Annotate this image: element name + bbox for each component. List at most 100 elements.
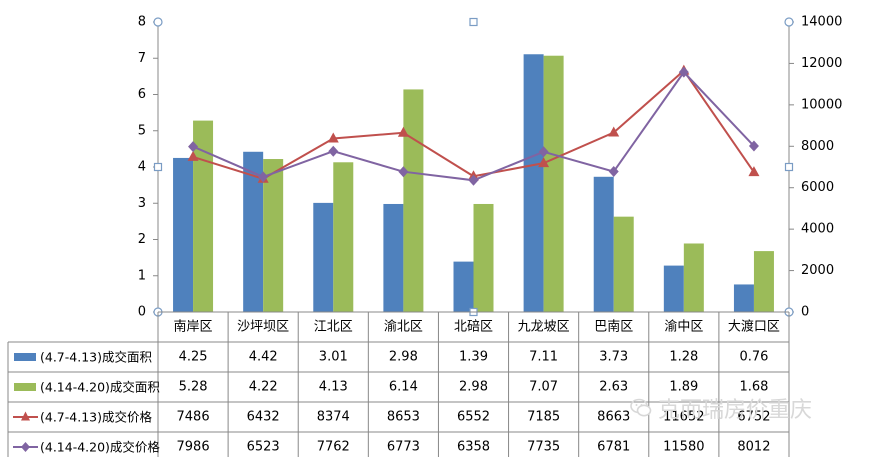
table-cell-value: 6.14 xyxy=(389,380,418,395)
bar-series-2 xyxy=(263,159,284,312)
table-cell-value: 4.42 xyxy=(249,350,278,365)
right-tick-label: 0 xyxy=(801,305,809,320)
series-name: (4.7-4.13)成交价格 xyxy=(40,410,152,425)
left-tick-label: 4 xyxy=(138,160,146,175)
diamond-marker xyxy=(538,146,549,158)
category-label: 九龙坡区 xyxy=(518,320,570,335)
table-cell-value: 4.13 xyxy=(319,380,348,395)
corner-resize-handle[interactable] xyxy=(784,17,794,27)
edge-resize-handle[interactable] xyxy=(153,162,163,172)
triangle-marker xyxy=(538,157,550,168)
category-label: 渝中区 xyxy=(664,319,703,335)
category-label: 北碚区 xyxy=(454,320,493,335)
table-cell-value: 8653 xyxy=(387,410,420,425)
table-cell-value: 5.28 xyxy=(179,380,208,395)
left-tick-label: 8 xyxy=(138,15,146,30)
table-cell-value: 6523 xyxy=(247,440,280,455)
diamond-marker xyxy=(748,140,759,152)
right-tick-label: 8000 xyxy=(801,139,834,154)
selection-handles[interactable] xyxy=(153,17,794,317)
table-cell-value: 0.76 xyxy=(739,350,768,365)
legend-diamond-marker xyxy=(21,442,30,452)
right-tick-label: 12000 xyxy=(801,56,842,71)
bar-series-2 xyxy=(193,120,214,312)
table-cell-value: 2.98 xyxy=(389,350,418,365)
table-cell-value: 11652 xyxy=(663,410,704,425)
table-cell-value: 1.89 xyxy=(669,380,698,395)
table-cell-value: 4.22 xyxy=(249,380,278,395)
bar-series-1 xyxy=(383,203,404,312)
bar-series-2 xyxy=(473,203,494,312)
diamond-marker xyxy=(468,174,479,186)
bar-series-2 xyxy=(613,216,634,312)
table-cell-value: 1.68 xyxy=(739,380,768,395)
category-label: 江北区 xyxy=(314,320,353,335)
wechat-icon xyxy=(630,398,652,417)
bar-series-1 xyxy=(453,261,474,312)
table-cell-value: 7986 xyxy=(177,440,210,455)
table-cell-value: 6773 xyxy=(387,440,420,455)
table-cell-value: 6552 xyxy=(457,410,490,425)
table-cell-value: 2.98 xyxy=(459,380,488,395)
edge-resize-handle[interactable] xyxy=(469,17,478,27)
bar-series-2 xyxy=(683,243,704,312)
right-tick-label: 6000 xyxy=(801,180,834,195)
triangle-marker xyxy=(187,150,199,161)
triangle-marker xyxy=(748,166,760,177)
legend-key-bar xyxy=(14,353,36,361)
right-tick-label: 2000 xyxy=(801,263,834,278)
table-cell-value: 6358 xyxy=(457,440,490,455)
category-label: 南岸区 xyxy=(174,319,213,335)
table-cell-value: 7486 xyxy=(177,410,210,425)
bar-series-1 xyxy=(173,157,194,312)
lines xyxy=(187,64,760,186)
data-table: 南岸区 沙坪坝区 江北区 渝北区 北碚区 九龙坡区 巴南区 渝中区 大渡口区 (4.7-4.13)… xyxy=(7,311,790,457)
right-tick-label: 10000 xyxy=(801,97,842,112)
bar-series-2 xyxy=(403,89,424,312)
table-cell-value: 1.39 xyxy=(459,350,488,365)
bar-series-1 xyxy=(313,202,334,312)
diamond-marker xyxy=(398,166,409,178)
legend-key-bar xyxy=(14,383,36,391)
bar-series-2 xyxy=(753,251,774,312)
table-cell-value: 8374 xyxy=(317,410,350,425)
watermark-text: 克而瑞房价重庆 xyxy=(658,398,813,423)
table-cell-value: 3.73 xyxy=(599,350,628,365)
watermark: 克而瑞房价重庆 xyxy=(630,391,870,425)
left-tick-label: 7 xyxy=(138,51,146,66)
left-tick-label: 1 xyxy=(138,268,146,283)
left-tick-label: 6 xyxy=(138,87,146,102)
table-cell-value: 1.28 xyxy=(669,350,698,365)
category-label: 大渡口区 xyxy=(728,319,780,335)
table-cell-value: 6752 xyxy=(737,410,770,425)
table-cell-value: 8012 xyxy=(737,440,770,455)
left-tick-label: 2 xyxy=(138,232,146,247)
table-cell-value: 3.01 xyxy=(319,350,348,365)
table-cell-value: 7762 xyxy=(317,440,350,455)
right-tick-label: 4000 xyxy=(801,222,834,237)
right-tick-label: 14000 xyxy=(801,15,842,30)
category-label: 巴南区 xyxy=(594,319,633,335)
edge-resize-handle[interactable] xyxy=(784,162,794,172)
corner-resize-handle[interactable] xyxy=(153,17,163,27)
triangle-marker xyxy=(327,132,339,143)
table-cell-value: 7.07 xyxy=(529,380,558,395)
table-cell-value: 11580 xyxy=(663,440,704,455)
bar-series-2 xyxy=(333,162,354,312)
category-label: 渝北区 xyxy=(384,319,423,335)
diamond-marker xyxy=(328,145,339,157)
series-name: (4.7-4.13)成交面积 xyxy=(40,350,152,365)
diamond-marker xyxy=(678,66,689,78)
table-cell-value: 6432 xyxy=(247,410,280,425)
series-name: (4.14-4.20)成交价格 xyxy=(40,440,160,455)
table-cell-value: 4.25 xyxy=(179,350,208,365)
bar-series-2 xyxy=(543,55,564,313)
bars xyxy=(173,54,774,313)
bar-series-1 xyxy=(593,176,614,312)
diamond-marker xyxy=(258,171,269,183)
left-tick-label: 5 xyxy=(138,123,146,138)
left-tick-label: 0 xyxy=(138,305,146,320)
triangle-marker xyxy=(608,126,620,137)
table-cell-value: 7185 xyxy=(527,410,560,425)
